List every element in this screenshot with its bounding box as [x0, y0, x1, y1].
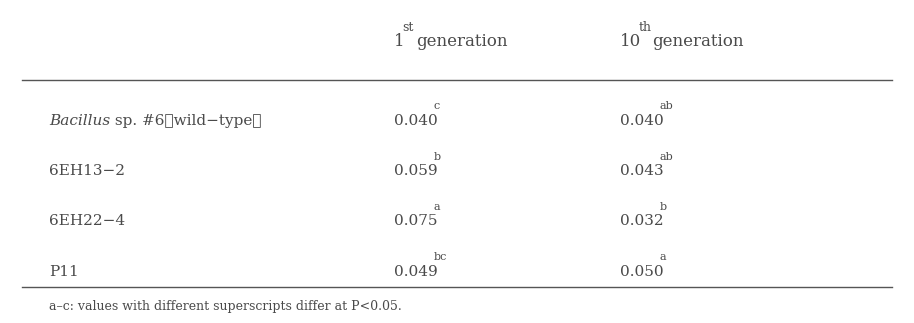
Text: 0.075: 0.075: [394, 214, 437, 228]
Text: P11: P11: [49, 265, 80, 279]
Text: generation: generation: [652, 33, 743, 50]
Text: sp. #6（wild−type）: sp. #6（wild−type）: [110, 114, 261, 128]
Text: 0.040: 0.040: [620, 114, 664, 128]
Text: b: b: [660, 202, 667, 212]
Text: 0.059: 0.059: [394, 164, 437, 178]
Text: st: st: [403, 21, 414, 34]
Text: 6EH13−2: 6EH13−2: [49, 164, 125, 178]
Text: 1: 1: [394, 33, 404, 50]
Text: a: a: [433, 202, 440, 212]
Text: ab: ab: [660, 101, 674, 111]
Text: a–c: values with different superscripts differ at P<0.05.: a–c: values with different superscripts …: [49, 300, 402, 313]
Text: 0.040: 0.040: [394, 114, 438, 128]
Text: 0.050: 0.050: [620, 265, 664, 279]
Text: th: th: [638, 21, 651, 34]
Text: bc: bc: [433, 253, 447, 263]
Text: b: b: [433, 152, 441, 162]
Text: 10: 10: [620, 33, 642, 50]
Text: 0.043: 0.043: [620, 164, 664, 178]
Text: 6EH22−4: 6EH22−4: [49, 214, 125, 228]
Text: Bacillus: Bacillus: [49, 114, 111, 128]
Text: 0.032: 0.032: [620, 214, 664, 228]
Text: generation: generation: [416, 33, 508, 50]
Text: ab: ab: [660, 152, 674, 162]
Text: c: c: [433, 101, 440, 111]
Text: 0.049: 0.049: [394, 265, 438, 279]
Text: a: a: [660, 253, 666, 263]
